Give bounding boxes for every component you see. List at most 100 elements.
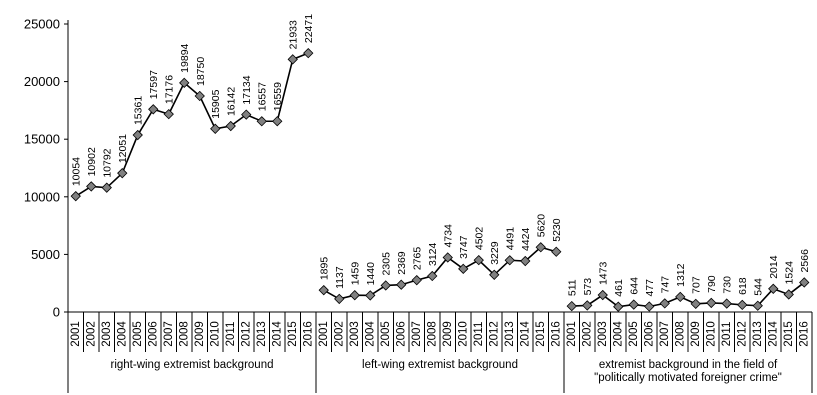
data-label: 5230 bbox=[551, 218, 563, 242]
data-label: 4491 bbox=[505, 227, 517, 251]
y-tick-label: 25000 bbox=[24, 17, 60, 32]
x-tick-label: 2010 bbox=[209, 321, 221, 347]
x-tick-label: 2009 bbox=[690, 321, 702, 347]
data-point-marker bbox=[737, 299, 748, 311]
data-label: 21933 bbox=[288, 20, 300, 49]
data-label: 730 bbox=[722, 276, 734, 294]
data-label: 18750 bbox=[195, 57, 207, 86]
x-tick-label: 2013 bbox=[256, 321, 268, 347]
x-tick-label: 2016 bbox=[550, 321, 562, 347]
data-label: 22471 bbox=[303, 14, 315, 43]
data-point-marker bbox=[70, 191, 81, 202]
data-point-marker bbox=[551, 246, 562, 257]
data-point-marker bbox=[132, 129, 143, 141]
data-point-marker bbox=[303, 47, 314, 59]
data-label: 10792 bbox=[102, 148, 114, 177]
data-point-marker bbox=[706, 297, 717, 309]
x-tick-label: 2011 bbox=[225, 322, 237, 347]
x-tick-label: 2006 bbox=[147, 321, 159, 347]
data-point-marker bbox=[256, 116, 267, 127]
data-label: 16142 bbox=[226, 87, 238, 116]
data-label: 1459 bbox=[350, 262, 362, 286]
group-label: right-wing extremist background bbox=[111, 359, 274, 371]
data-label: 4424 bbox=[520, 228, 532, 252]
data-label: 16559 bbox=[272, 82, 284, 111]
x-tick-label: 2006 bbox=[395, 321, 407, 347]
x-tick-label: 2011 bbox=[473, 322, 485, 347]
data-point-marker bbox=[380, 280, 391, 291]
x-tick-label: 2015 bbox=[287, 321, 299, 347]
data-label: 15361 bbox=[133, 96, 145, 125]
data-label: 707 bbox=[691, 276, 703, 294]
x-tick-label: 2002 bbox=[333, 321, 345, 347]
data-label: 1895 bbox=[319, 257, 331, 281]
x-tick-label: 2004 bbox=[116, 321, 128, 347]
data-point-marker bbox=[179, 77, 190, 88]
data-label: 644 bbox=[629, 277, 641, 295]
data-point-marker bbox=[644, 301, 655, 312]
data-label: 4734 bbox=[443, 224, 455, 248]
x-tick-label: 2013 bbox=[504, 321, 516, 347]
data-point-marker bbox=[473, 254, 484, 266]
data-point-marker bbox=[163, 108, 174, 120]
data-label: 1524 bbox=[784, 261, 796, 285]
x-tick-label: 2012 bbox=[240, 321, 252, 347]
data-point-marker bbox=[148, 104, 159, 115]
x-tick-label: 2014 bbox=[271, 321, 283, 347]
data-label: 4502 bbox=[474, 227, 486, 251]
x-tick-label: 2006 bbox=[643, 321, 655, 347]
data-point-marker bbox=[582, 300, 593, 311]
data-point-marker bbox=[783, 289, 794, 300]
data-label: 618 bbox=[737, 277, 749, 295]
data-point-marker bbox=[628, 299, 639, 310]
data-label: 1137 bbox=[334, 266, 346, 289]
data-label: 17176 bbox=[164, 75, 176, 104]
group-label: extremist background in the field of bbox=[599, 359, 778, 371]
x-tick-label: 2008 bbox=[426, 321, 438, 347]
data-point-marker bbox=[721, 298, 732, 309]
x-tick-label: 2011 bbox=[721, 322, 733, 347]
data-point-marker bbox=[520, 255, 531, 267]
x-tick-label: 2016 bbox=[798, 321, 810, 347]
data-point-marker bbox=[334, 293, 345, 305]
data-label: 2369 bbox=[396, 251, 408, 275]
x-tick-label: 2003 bbox=[349, 321, 361, 347]
data-point-marker bbox=[287, 54, 298, 65]
x-tick-label: 2003 bbox=[597, 321, 609, 347]
series-line bbox=[571, 281, 805, 308]
data-label: 461 bbox=[613, 279, 625, 297]
x-tick-label: 2013 bbox=[752, 321, 764, 347]
y-tick-label: 10000 bbox=[24, 189, 60, 204]
data-point-marker bbox=[225, 120, 236, 132]
data-label: 544 bbox=[753, 278, 765, 296]
data-point-marker bbox=[597, 289, 608, 301]
x-tick-label: 2014 bbox=[519, 321, 531, 347]
data-point-marker bbox=[117, 168, 128, 179]
data-label: 1473 bbox=[598, 262, 610, 286]
data-point-marker bbox=[101, 182, 112, 193]
data-point-marker bbox=[194, 90, 205, 102]
data-label: 511 bbox=[567, 279, 579, 296]
x-tick-label: 2001 bbox=[566, 321, 578, 347]
x-tick-label: 2001 bbox=[70, 321, 82, 347]
data-point-marker bbox=[272, 116, 283, 127]
x-tick-label: 2012 bbox=[736, 321, 748, 347]
group-label: "politically motivated foreigner crime" bbox=[594, 372, 782, 384]
data-label: 17597 bbox=[148, 70, 160, 99]
x-tick-label: 2004 bbox=[612, 321, 624, 347]
data-label: 747 bbox=[660, 276, 672, 294]
data-point-marker bbox=[613, 301, 624, 312]
y-tick-label: 0 bbox=[53, 305, 60, 320]
data-point-marker bbox=[659, 298, 670, 309]
data-label: 16557 bbox=[257, 82, 269, 111]
data-point-marker bbox=[535, 242, 546, 253]
x-tick-label: 2010 bbox=[457, 321, 469, 347]
data-label: 1312 bbox=[675, 263, 687, 287]
series-line bbox=[75, 52, 309, 197]
y-tick-label: 5000 bbox=[31, 247, 60, 262]
group-label: left-wing extremist background bbox=[362, 359, 518, 371]
data-point-marker bbox=[768, 283, 779, 294]
x-tick-label: 2004 bbox=[364, 321, 376, 347]
